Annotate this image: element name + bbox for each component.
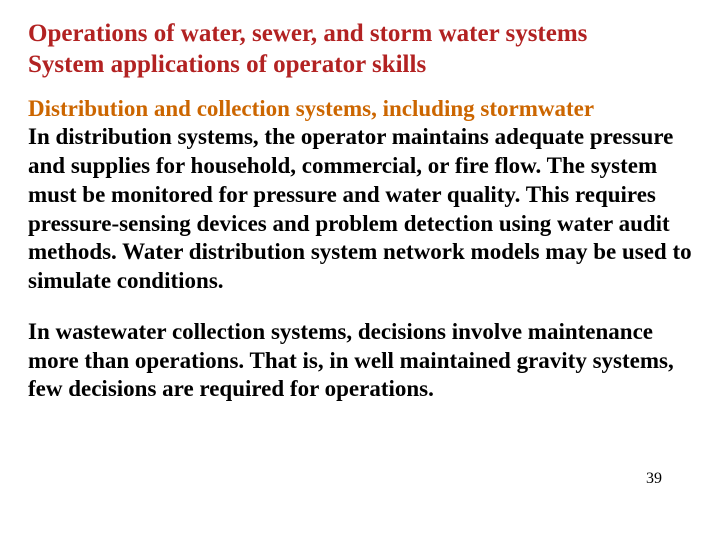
paragraph-2: In wastewater collection systems, decisi…: [28, 318, 692, 404]
section-heading: Distribution and collection systems, inc…: [28, 95, 692, 124]
slide: Operations of water, sewer, and storm wa…: [0, 0, 720, 540]
title-line-1: Operations of water, sewer, and storm wa…: [28, 18, 692, 49]
title-line-2: System applications of operator skills: [28, 49, 692, 80]
page-number: 39: [646, 470, 662, 488]
paragraph-1: In distribution systems, the operator ma…: [28, 123, 692, 296]
